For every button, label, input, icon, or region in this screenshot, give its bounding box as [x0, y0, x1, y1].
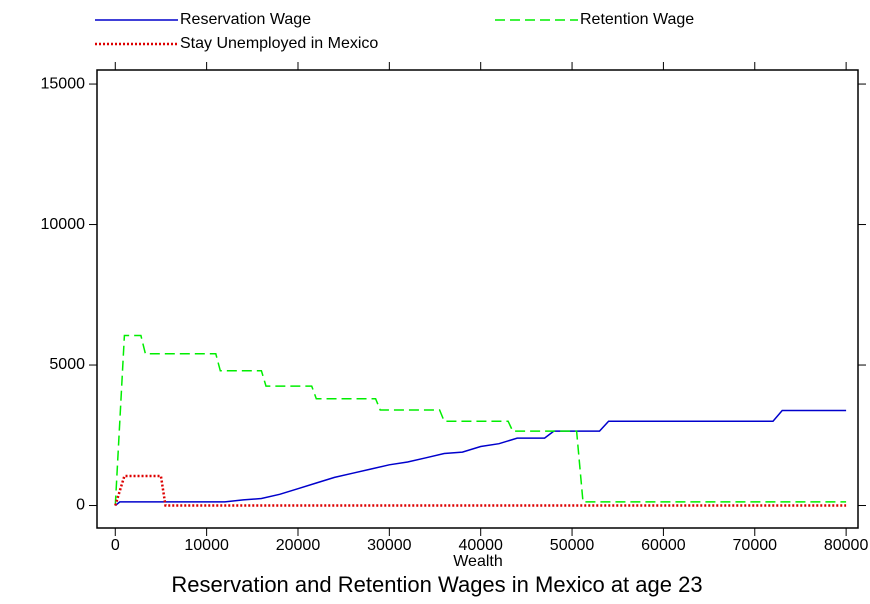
x-tick-label: 10000	[184, 537, 229, 554]
x-axis-label: Wealth	[453, 553, 503, 570]
data-line	[114, 409, 847, 507]
x-tick-label: 70000	[733, 537, 778, 554]
plot-frame	[96, 69, 859, 529]
y-tick-label: 10000	[41, 216, 86, 233]
chart-title: Reservation and Retention Wages in Mexic…	[171, 572, 702, 597]
y-tick-label: 0	[76, 497, 85, 514]
x-tick-label: 30000	[367, 537, 412, 554]
x-tick-label: 0	[111, 537, 120, 554]
data-line	[114, 474, 847, 507]
legend-label: Retention Wage	[580, 11, 694, 28]
x-tick-label: 80000	[824, 537, 869, 554]
legend-label: Stay Unemployed in Mexico	[180, 35, 378, 52]
x-tick-label: 40000	[458, 537, 503, 554]
data-line	[114, 334, 847, 506]
y-tick-label: 5000	[49, 356, 85, 373]
y-tick-label: 15000	[41, 75, 86, 92]
x-tick-label: 60000	[641, 537, 686, 554]
legend-label: Reservation Wage	[180, 11, 311, 28]
x-tick-label: 20000	[276, 537, 321, 554]
x-tick-label: 50000	[550, 537, 595, 554]
